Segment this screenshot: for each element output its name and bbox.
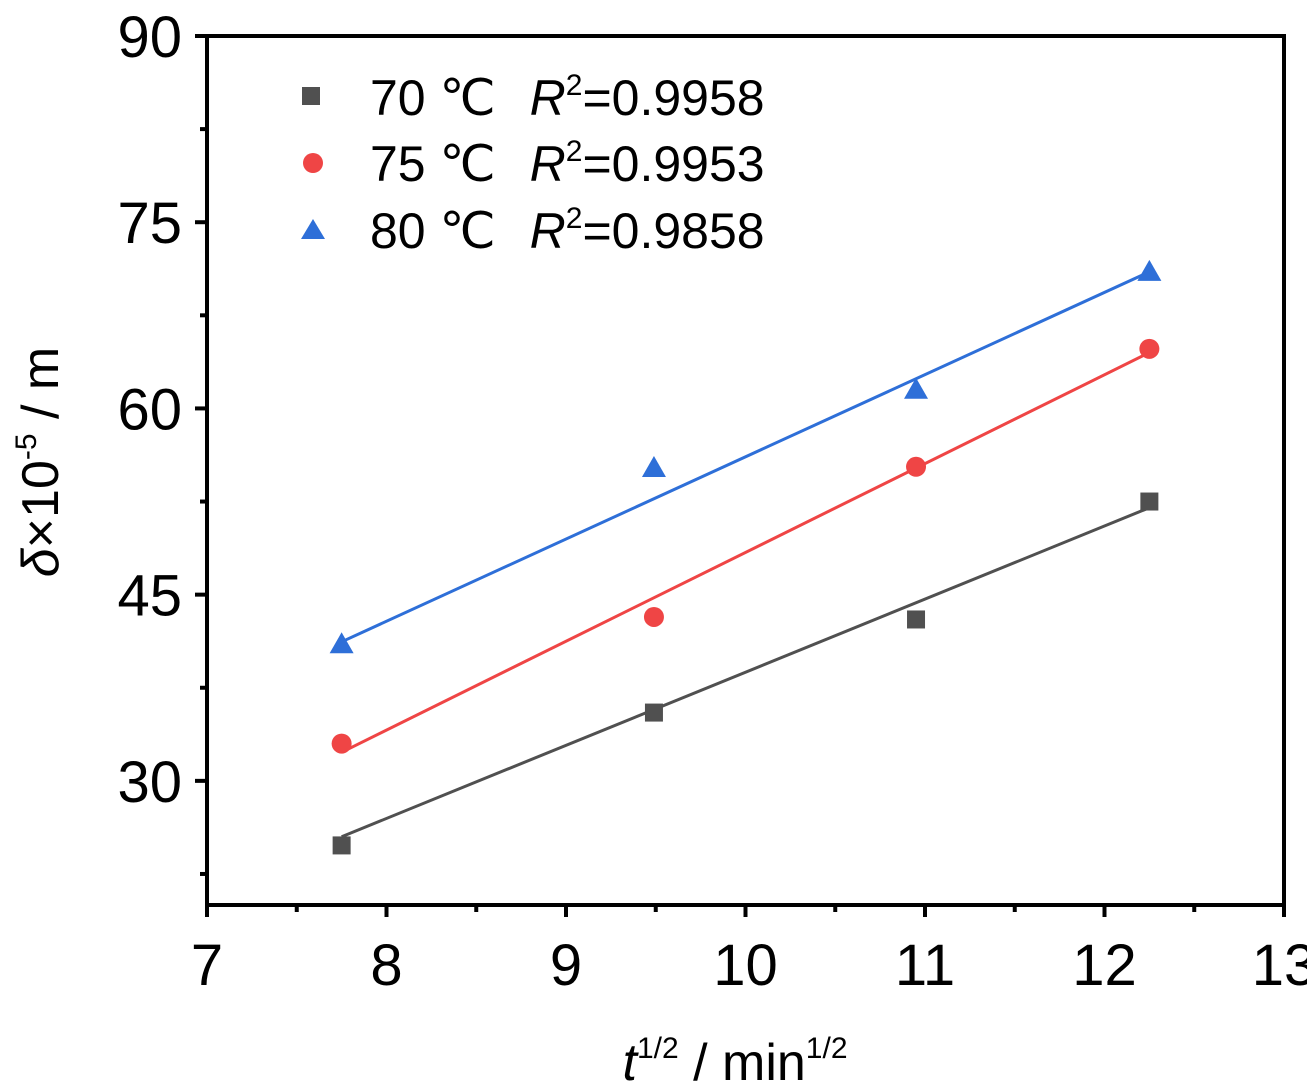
- y-axis-title: δ×10-5 / m: [10, 347, 70, 577]
- y-tick-label: 30: [117, 750, 182, 815]
- legend-r2-sup: 2: [566, 202, 583, 235]
- legend-label: 75 ℃: [370, 136, 496, 192]
- svg-text:80 ℃R2=0.9858: 80 ℃ R2=0.9858: [370, 202, 765, 259]
- point-series-2: [329, 632, 354, 654]
- legend-r2-label: R: [530, 203, 566, 259]
- legend-r2-label: R: [530, 136, 566, 192]
- x-tick-label: 8: [370, 933, 402, 998]
- svg-text:75 ℃R2=0.9953: 75 ℃ R2=0.9953: [370, 135, 765, 192]
- point-series-1: [643, 606, 664, 627]
- fit-lines: [340, 270, 1151, 839]
- legend-marker-square: [302, 87, 320, 105]
- fit-line-series-2: [341, 270, 1150, 644]
- x-axis-title: t1/2 / min1/2: [622, 1032, 847, 1083]
- x-tick-label: 7: [191, 933, 223, 998]
- point-series-2: [641, 456, 666, 478]
- y-axis-title-base: ×10: [12, 460, 70, 548]
- point-series-0: [332, 836, 351, 855]
- legend-entry-80: 80 ℃ R2=0.9858: [301, 202, 765, 259]
- x-axis-title-mid: / min: [679, 1034, 806, 1083]
- legend-marker-triangle: [301, 219, 325, 239]
- legend: 70 ℃ R2=0.9958 75 ℃ R2=0.9953 80 ℃ R2=0.985…: [301, 69, 765, 259]
- legend-label: 70 ℃: [370, 70, 496, 126]
- legend-r2-value: =0.9953: [582, 136, 764, 192]
- x-axis-title-base: t: [622, 1034, 639, 1083]
- point-series-1: [1139, 338, 1160, 359]
- x-tick-label: 11: [895, 933, 955, 998]
- x-tick-label: 10: [713, 933, 778, 998]
- x-axis-title-sup2: 1/2: [806, 1032, 848, 1065]
- legend-r2-value: =0.9858: [582, 203, 764, 259]
- point-series-0: [1140, 492, 1159, 511]
- x-axis-title-sup: 1/2: [637, 1032, 679, 1065]
- y-axis-title-symbol: δ: [12, 547, 70, 577]
- y-axis-title-tail: / m: [12, 347, 70, 434]
- legend-r2-sup: 2: [566, 69, 583, 102]
- point-series-0: [644, 703, 663, 722]
- legend-r2-label: R: [530, 70, 566, 126]
- point-series-1: [331, 733, 352, 754]
- x-tick-label: 12: [1072, 933, 1137, 998]
- x-tick-label: 13: [1252, 933, 1307, 998]
- y-tick-label: 45: [117, 564, 182, 629]
- fit-line-series-1: [340, 351, 1151, 754]
- y-tick-label: 60: [117, 377, 182, 442]
- y-tick-label: 90: [117, 5, 182, 70]
- point-series-2: [1137, 259, 1162, 281]
- point-series-2: [904, 377, 929, 399]
- y-tick-label: 75: [117, 191, 182, 256]
- legend-r2-value: =0.9958: [582, 70, 764, 126]
- tick-labels: 7 8 9 10 11 12 13 30 45 60 75 90: [117, 5, 1307, 998]
- y-axis-title-sup: -5: [10, 433, 43, 460]
- point-series-0: [907, 610, 926, 629]
- legend-r2-sup: 2: [566, 135, 583, 168]
- legend-label: 80 ℃: [370, 203, 496, 259]
- legend-entry-70: 70 ℃ R2=0.9958: [302, 69, 765, 126]
- svg-text:70 ℃R2=0.9958: 70 ℃ R2=0.9958: [370, 69, 765, 126]
- axis-ticks: [195, 34, 1286, 917]
- fit-line-series-0: [341, 506, 1150, 839]
- point-series-1: [906, 456, 927, 477]
- legend-entry-75: 75 ℃ R2=0.9953: [303, 135, 765, 192]
- data-points: [329, 259, 1162, 855]
- legend-marker-circle: [303, 153, 323, 173]
- x-tick-label: 9: [550, 933, 582, 998]
